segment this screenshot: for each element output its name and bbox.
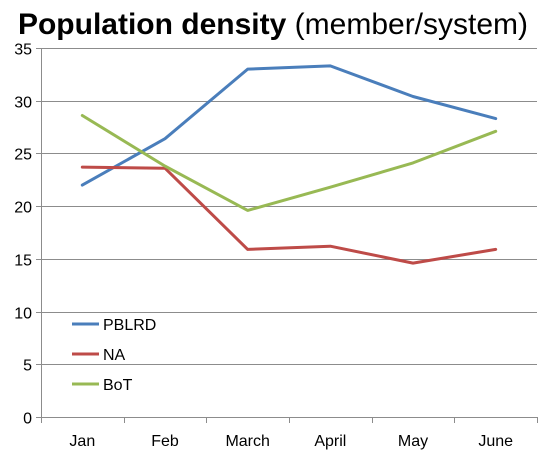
y-tick-label-0: 0: [23, 411, 32, 428]
legend-label-bot: BoT: [103, 377, 133, 394]
y-tick-label-25: 25: [14, 147, 32, 164]
x-tick-label-april: April: [314, 433, 346, 450]
x-tick-label-jan: Jan: [69, 433, 95, 450]
y-tick-label-20: 20: [14, 200, 32, 217]
x-tick-label-feb: Feb: [151, 433, 179, 450]
y-tick-label-35: 35: [14, 42, 32, 59]
x-tick-label-may: May: [398, 433, 428, 450]
series-line-pblrd: [80, 64, 498, 187]
series-line-bot: [80, 114, 498, 212]
x-tick-label-june: June: [478, 433, 513, 450]
y-tick-label-10: 10: [14, 306, 32, 323]
y-tick-label-30: 30: [14, 95, 32, 112]
y-tick-label-15: 15: [14, 253, 32, 270]
series-line-na: [80, 165, 498, 265]
chart-title: Population density: [17, 8, 287, 41]
y-tick-label-5: 5: [23, 358, 32, 375]
chart-title-block: Population density (member/system): [0, 6, 546, 44]
legend-label-na: NA: [103, 347, 126, 364]
legend-label-pblrd: PBLRD: [103, 317, 156, 334]
x-tick-label-march: March: [225, 433, 269, 450]
chart-subtitle: (member/system): [294, 8, 529, 41]
